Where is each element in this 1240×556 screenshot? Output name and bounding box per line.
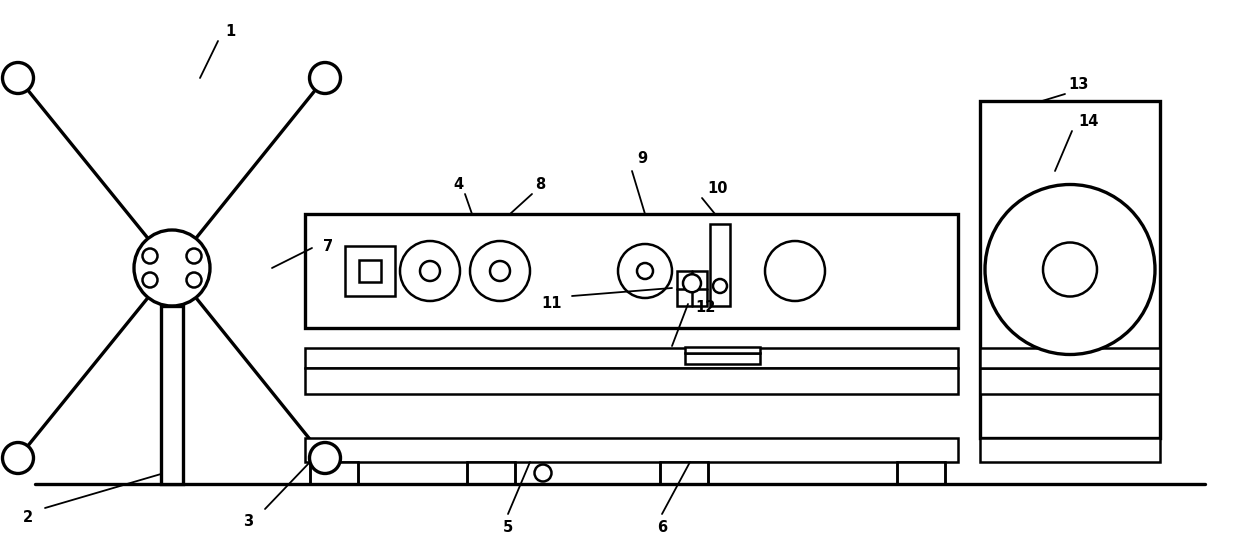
Text: 14: 14 (1078, 113, 1099, 128)
Text: 9: 9 (637, 151, 647, 166)
Bar (305, 348, 959, 368)
Bar (467, 462, 515, 484)
Text: 12: 12 (694, 300, 715, 315)
Circle shape (534, 464, 552, 481)
Bar (660, 462, 708, 484)
Circle shape (2, 62, 33, 93)
Circle shape (470, 241, 529, 301)
Bar (980, 101, 1159, 438)
Circle shape (985, 185, 1154, 355)
Circle shape (637, 263, 653, 279)
Bar (980, 348, 1159, 368)
Bar (897, 462, 945, 484)
Circle shape (401, 241, 460, 301)
Circle shape (143, 272, 157, 287)
Circle shape (765, 241, 825, 301)
Bar (310, 462, 358, 484)
Text: 13: 13 (1068, 77, 1089, 92)
Circle shape (310, 62, 341, 93)
Text: 11: 11 (542, 296, 562, 311)
Circle shape (2, 443, 33, 474)
Circle shape (310, 443, 341, 474)
Circle shape (490, 261, 510, 281)
Bar (677, 271, 707, 306)
Text: 6: 6 (657, 520, 667, 535)
Bar (684, 353, 760, 364)
Bar (360, 260, 381, 282)
Text: 5: 5 (503, 520, 513, 535)
Circle shape (186, 249, 202, 264)
Bar (305, 438, 959, 462)
Bar (305, 368, 959, 394)
Text: 8: 8 (534, 176, 546, 191)
Circle shape (186, 272, 202, 287)
Text: 10: 10 (708, 181, 728, 196)
Text: 2: 2 (22, 510, 33, 525)
Bar (980, 368, 1159, 394)
Text: 3: 3 (243, 514, 253, 529)
Circle shape (1043, 242, 1097, 296)
Bar (305, 214, 959, 328)
Bar (980, 438, 1159, 462)
Bar (345, 246, 396, 296)
Circle shape (618, 244, 672, 298)
Circle shape (713, 279, 727, 293)
Text: 7: 7 (322, 239, 334, 254)
Circle shape (683, 274, 701, 292)
Bar (711, 224, 730, 306)
Bar (684, 347, 760, 353)
Circle shape (420, 261, 440, 281)
Circle shape (134, 230, 210, 306)
Bar (161, 306, 184, 484)
Text: 4: 4 (453, 176, 463, 191)
Text: 1: 1 (224, 23, 236, 38)
Circle shape (143, 249, 157, 264)
